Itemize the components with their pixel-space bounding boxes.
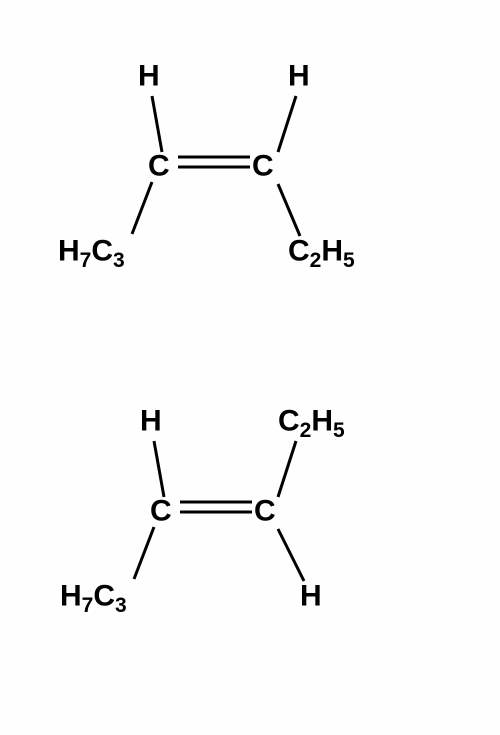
atom-label: H bbox=[138, 60, 160, 93]
bond-line bbox=[278, 96, 296, 152]
molecule-svg: H H C C H7C3 C2H5 H C2H5 C C H7C3 H bbox=[0, 0, 500, 735]
atom-label: C bbox=[252, 150, 274, 183]
bond-line bbox=[132, 182, 152, 234]
bond-line bbox=[154, 441, 164, 497]
atom-label: C bbox=[150, 495, 172, 528]
bond-line bbox=[152, 96, 162, 152]
bond-line bbox=[278, 529, 304, 581]
bond-line bbox=[278, 184, 300, 236]
bond-line bbox=[278, 441, 296, 497]
atom-label: H bbox=[140, 405, 162, 438]
atom-label: C2H5 bbox=[278, 405, 345, 443]
atom-label: C bbox=[254, 495, 276, 528]
diagram-container: H H C C H7C3 C2H5 H C2H5 C C H7C3 H bbox=[0, 0, 500, 735]
molecule-cis-isomer: H C2H5 C C H7C3 H bbox=[60, 405, 345, 618]
atom-label: H bbox=[300, 580, 322, 613]
atom-label: H7C3 bbox=[58, 235, 125, 273]
bond-line bbox=[134, 527, 154, 579]
atom-label: H7C3 bbox=[60, 580, 127, 618]
atom-label: H bbox=[288, 60, 310, 93]
atom-label: C2H5 bbox=[288, 235, 355, 273]
molecule-trans-isomer: H H C C H7C3 C2H5 bbox=[58, 60, 355, 273]
atom-label: C bbox=[148, 150, 170, 183]
